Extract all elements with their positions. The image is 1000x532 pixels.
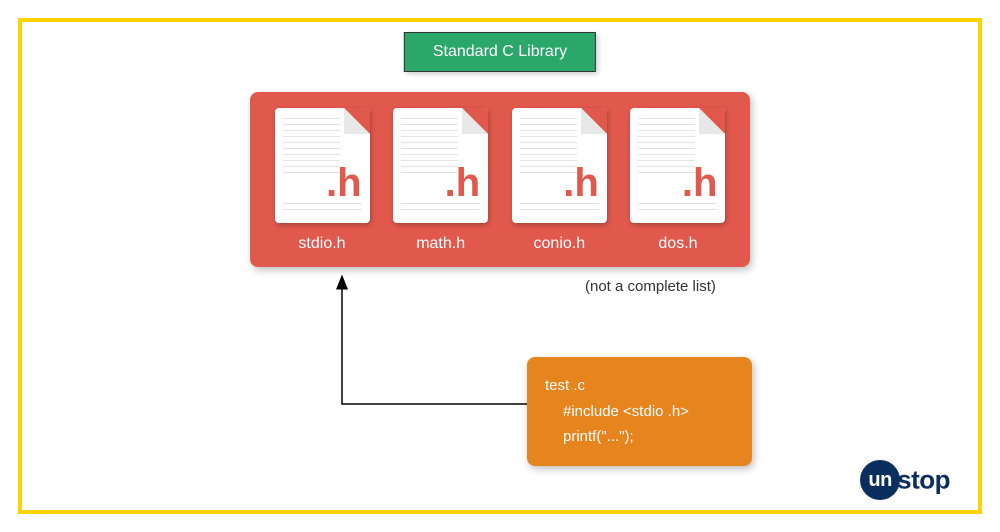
file-label: conio.h	[534, 235, 586, 253]
file-extension: .h	[445, 163, 481, 203]
include-arrow-icon	[322, 274, 552, 444]
file-item: .h math.h	[387, 108, 495, 253]
header-file-icon: .h	[275, 108, 370, 223]
title-box: Standard C Library	[404, 32, 596, 72]
header-file-icon: .h	[393, 108, 488, 223]
logo-text: stop	[897, 465, 950, 495]
diagram-frame: Standard C Library .h stdio.h .h math.h	[18, 18, 982, 514]
incomplete-list-note: (not a complete list)	[585, 278, 716, 295]
title-text: Standard C Library	[433, 43, 567, 60]
file-label: math.h	[416, 235, 465, 253]
unstop-logo: unstop	[860, 460, 950, 500]
logo-badge: un	[860, 460, 900, 500]
code-line-include: #include <stdio .h>	[545, 399, 734, 425]
header-file-icon: .h	[630, 108, 725, 223]
code-line-printf: printf("...");	[545, 424, 734, 450]
file-extension: .h	[563, 163, 599, 203]
file-extension: .h	[682, 163, 718, 203]
library-container: .h stdio.h .h math.h .h conio.h	[250, 92, 750, 267]
file-label: stdio.h	[298, 235, 345, 253]
file-label: dos.h	[658, 235, 697, 253]
file-item: .h stdio.h	[268, 108, 376, 253]
code-line-filename: test .c	[545, 377, 585, 394]
header-file-icon: .h	[512, 108, 607, 223]
code-sample-box: test .c #include <stdio .h> printf("..."…	[527, 357, 752, 466]
file-item: .h dos.h	[624, 108, 732, 253]
file-extension: .h	[326, 163, 362, 203]
file-item: .h conio.h	[505, 108, 613, 253]
